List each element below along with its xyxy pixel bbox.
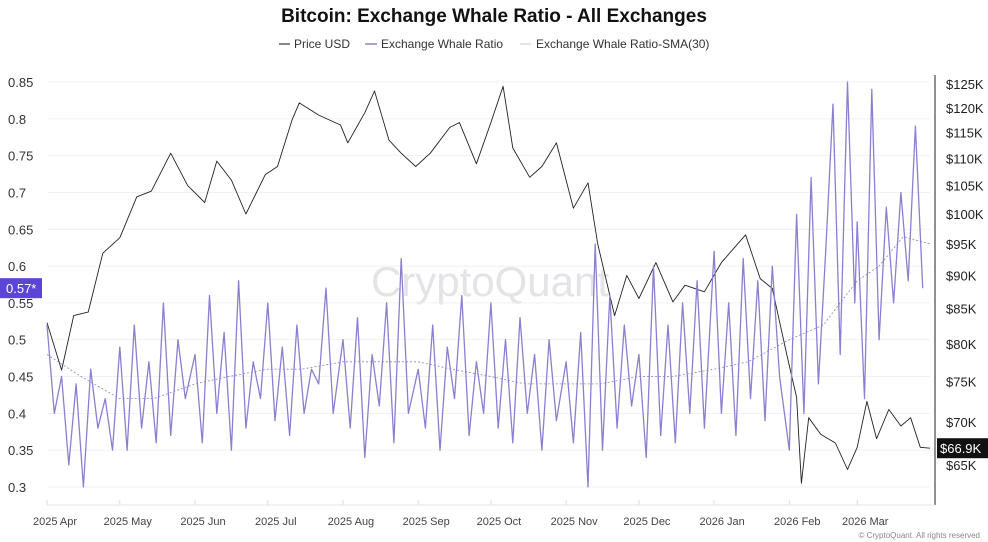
x-tick-label: 2025 Nov: [551, 516, 599, 528]
x-tick-label: 2025 Dec: [623, 516, 671, 528]
y-left-tick-label: 0.8: [8, 112, 26, 127]
x-tick-label: 2026 Jan: [699, 516, 744, 528]
y-right-tick-label: $85K: [946, 302, 977, 317]
y-left-tick-label: 0.7: [8, 185, 26, 200]
current-price-badge: [937, 438, 988, 459]
y-right-tick-label: $90K: [946, 268, 977, 283]
chart-title: Bitcoin: Exchange Whale Ratio - All Exch…: [281, 6, 707, 27]
y-right-tick-label: $125K: [946, 77, 984, 92]
x-tick-label: 2026 Mar: [842, 516, 889, 528]
current-price-value: $66.9K: [940, 441, 982, 456]
exchange-whale-ratio-line: [46, 81, 924, 488]
y-right-tick-label: $75K: [946, 375, 977, 390]
y-left-tick-label: 0.35: [8, 443, 33, 458]
x-tick-label: 2025 Jul: [255, 516, 297, 528]
y-left-tick-label: 0.5: [8, 333, 26, 348]
y-left-tick-label: 0.65: [8, 222, 33, 237]
x-tick-label: 2026 Feb: [774, 516, 820, 528]
y-right-tick-label: $65K: [946, 458, 977, 473]
price-usd-line: [46, 85, 931, 484]
watermark: CryptoQuant: [371, 258, 609, 305]
y-right-tick-label: $80K: [946, 337, 977, 352]
y-left-tick-label: 0.4: [8, 406, 26, 421]
x-tick-label: 2025 Apr: [33, 516, 77, 528]
y-right-tick-label: $115K: [946, 126, 983, 141]
y-left-tick-label: 0.45: [8, 370, 33, 385]
x-tick-label: 2025 Jun: [180, 516, 225, 528]
exchange-whale-ratio-sma-line: [46, 236, 931, 400]
current-whale-value: 0.57*: [6, 281, 36, 296]
legend-whale-label[interactable]: Exchange Whale Ratio: [381, 37, 503, 51]
y-right-tick-label: $70K: [946, 415, 977, 430]
y-left-tick-label: 0.75: [8, 149, 33, 164]
legend-price-label[interactable]: Price USD: [294, 37, 350, 51]
y-right-tick-label: $120K: [946, 101, 984, 116]
y-right-tick-label: $100K: [946, 207, 984, 222]
x-tick-label: 2025 May: [104, 516, 153, 528]
legend-sma-label[interactable]: Exchange Whale Ratio-SMA(30): [536, 37, 709, 51]
y-left-tick-label: 0.6: [8, 259, 26, 274]
x-tick-label: 2025 Oct: [477, 516, 522, 528]
x-tick-label: 2025 Sep: [403, 516, 450, 528]
x-tick-label: 2025 Aug: [328, 516, 375, 528]
y-left-tick-label: 0.3: [8, 480, 26, 495]
y-right-tick-label: $95K: [946, 237, 977, 252]
y-right-tick-label: $110K: [946, 151, 983, 166]
y-left-tick-label: 0.85: [8, 75, 33, 90]
current-whale-badge: [0, 278, 42, 299]
y-left-tick-label: 0.55: [8, 296, 33, 311]
legend: Price USD Exchange Whale Ratio Exchange …: [279, 37, 709, 51]
copyright: © CryptoQuant. All rights reserved: [859, 531, 981, 540]
y-right-tick-label: $105K: [946, 179, 984, 194]
